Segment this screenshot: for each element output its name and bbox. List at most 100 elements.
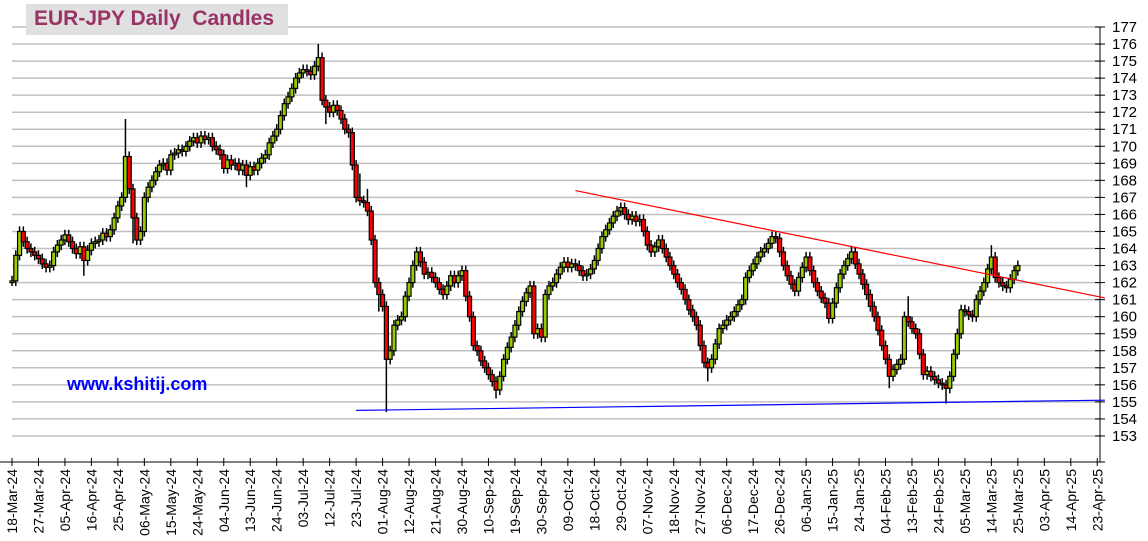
candle-body xyxy=(746,270,752,279)
candle-body xyxy=(357,196,363,202)
candle xyxy=(837,268,843,293)
candle-body xyxy=(947,375,953,389)
candle-body xyxy=(85,249,91,262)
watermark: www.kshitij.com xyxy=(67,374,208,394)
candle xyxy=(905,296,911,327)
candle-body xyxy=(334,104,340,112)
candle xyxy=(342,113,348,135)
candle xyxy=(28,243,34,258)
x-axis: 18-Mar-24 27-Mar-24 05-Apr-24 16-Apr-24 25-A… xyxy=(0,458,1105,536)
candle-body xyxy=(455,275,461,284)
x-tick-label: 29-Oct-24 xyxy=(613,469,629,531)
candle xyxy=(85,245,91,266)
candle xyxy=(228,154,234,171)
candle-body xyxy=(92,241,98,245)
candle-body xyxy=(262,154,268,159)
candle xyxy=(788,270,794,290)
x-tick-label: 06-Jan-25 xyxy=(798,469,814,532)
candle-body xyxy=(610,215,616,224)
candle-body xyxy=(130,188,136,219)
candle xyxy=(50,246,57,271)
candle xyxy=(954,328,960,360)
chart-title: EUR-JPY Daily Candles xyxy=(34,7,275,30)
candle xyxy=(587,263,594,280)
candle-body xyxy=(417,251,423,263)
candle xyxy=(379,289,386,312)
candle-body xyxy=(137,230,144,241)
candle-body xyxy=(444,285,450,296)
candle xyxy=(489,369,495,387)
candle xyxy=(909,316,915,334)
x-tick-label: 25-Mar-25 xyxy=(1010,469,1026,534)
candle xyxy=(432,272,439,288)
candle-body xyxy=(909,321,915,330)
candle xyxy=(633,211,639,227)
candle-body xyxy=(663,247,669,258)
candle-body xyxy=(599,235,605,250)
candle-body xyxy=(1000,282,1006,287)
candle xyxy=(746,265,752,283)
candle-body xyxy=(652,246,658,253)
candle-body xyxy=(731,310,737,318)
candle xyxy=(20,226,26,247)
candle-body xyxy=(633,215,639,222)
candle xyxy=(678,277,684,295)
candle xyxy=(758,246,764,263)
candle xyxy=(66,229,72,247)
candle-body xyxy=(402,295,408,318)
candle xyxy=(580,265,586,281)
candle xyxy=(168,149,174,176)
candle-body xyxy=(1007,278,1013,289)
candle-body xyxy=(701,345,707,364)
candle-body xyxy=(311,65,318,76)
candle-body xyxy=(621,207,628,216)
y-tick-label: 169 xyxy=(1112,155,1137,172)
candle-body xyxy=(720,324,726,330)
candle-body xyxy=(217,149,223,156)
x-tick-label: 18-Oct-24 xyxy=(586,469,602,531)
candle-body xyxy=(66,234,72,243)
candle-body xyxy=(807,256,813,272)
candle xyxy=(708,354,715,373)
candle-body xyxy=(814,282,821,292)
candle xyxy=(875,311,881,336)
candle xyxy=(761,243,768,258)
candle xyxy=(667,251,673,271)
x-tick-label: 06-Dec-24 xyxy=(719,469,735,535)
candle xyxy=(455,270,461,288)
candle-body xyxy=(183,145,189,152)
candle-body xyxy=(788,275,794,285)
candle-body xyxy=(550,282,556,287)
candle-body xyxy=(141,196,147,233)
candle xyxy=(478,345,484,367)
candle xyxy=(947,371,953,394)
candle xyxy=(973,294,979,322)
x-tick-label: 27-Mar-24 xyxy=(30,469,46,534)
candle xyxy=(361,195,367,208)
candle-body xyxy=(463,270,469,297)
candle-body xyxy=(156,164,163,173)
candle-body xyxy=(697,324,703,347)
candle xyxy=(334,100,340,116)
candle-body xyxy=(939,382,945,386)
candle-body xyxy=(898,358,904,365)
candle xyxy=(693,311,700,331)
x-tick-label: 15-Jan-25 xyxy=(825,469,841,532)
x-tick-label: 14-Mar-25 xyxy=(983,469,999,534)
candle-body xyxy=(708,358,715,369)
candle xyxy=(274,124,280,142)
candle xyxy=(281,98,287,121)
candle xyxy=(107,224,113,242)
candle xyxy=(387,345,393,365)
candle xyxy=(576,260,582,276)
candle-body xyxy=(954,333,960,355)
candle xyxy=(482,355,488,373)
candle-body xyxy=(429,271,435,279)
trendline xyxy=(575,189,1105,299)
candle-body xyxy=(47,264,53,268)
candle-body xyxy=(761,247,768,253)
candle-body xyxy=(88,242,95,251)
candle xyxy=(690,304,696,322)
candle xyxy=(172,147,178,160)
candle xyxy=(950,349,957,382)
